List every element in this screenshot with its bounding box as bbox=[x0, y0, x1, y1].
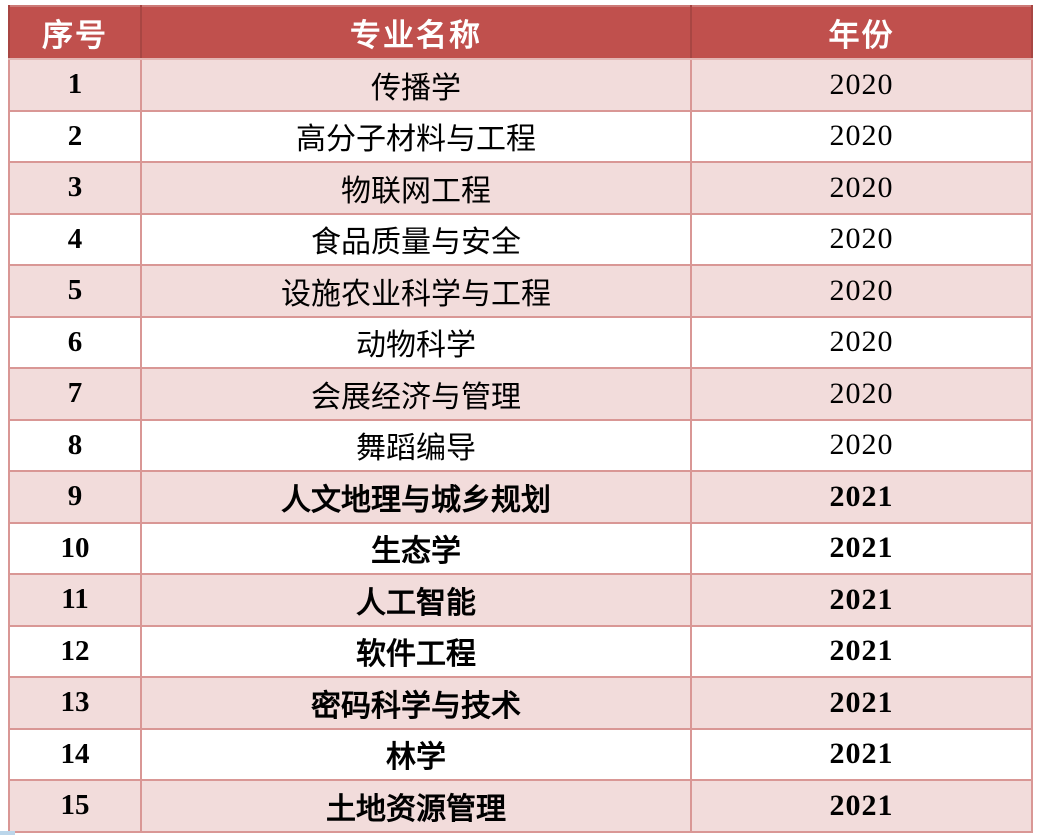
table-row: 13 密码科学与技术 2021 bbox=[8, 676, 1033, 730]
table-row: 9 人文地理与城乡规划 2021 bbox=[8, 470, 1033, 524]
header-cell-major: 专业名称 bbox=[140, 6, 692, 60]
major-name: 密码科学与技术 bbox=[140, 676, 692, 730]
table-row: 3 物联网工程 2020 bbox=[8, 161, 1033, 215]
row-number: 4 bbox=[8, 212, 142, 266]
year-value: 2021 bbox=[690, 676, 1033, 730]
table-row: 5 设施农业科学与工程 2020 bbox=[8, 264, 1033, 318]
major-name: 会展经济与管理 bbox=[140, 367, 692, 421]
table-row: 15 土地资源管理 2021 bbox=[8, 779, 1033, 833]
row-number: 8 bbox=[8, 418, 142, 472]
year-value: 2021 bbox=[690, 727, 1033, 781]
major-name: 软件工程 bbox=[140, 624, 692, 678]
year-value: 2021 bbox=[690, 624, 1033, 678]
table-row: 1 传播学 2020 bbox=[8, 58, 1033, 112]
major-name: 人工智能 bbox=[140, 573, 692, 627]
header-cell-year: 年份 bbox=[690, 6, 1033, 60]
table-row: 14 林学 2021 bbox=[8, 727, 1033, 781]
screen-edge-artifact bbox=[0, 831, 15, 835]
major-name: 生态学 bbox=[140, 521, 692, 575]
row-number: 11 bbox=[8, 573, 142, 627]
row-number: 13 bbox=[8, 676, 142, 730]
major-name: 舞蹈编导 bbox=[140, 418, 692, 472]
major-name: 食品质量与安全 bbox=[140, 212, 692, 266]
major-name: 传播学 bbox=[140, 58, 692, 112]
majors-table: 序号 专业名称 年份 1 传播学 2020 2 高分子材料与工程 2020 3 … bbox=[8, 5, 1033, 833]
year-value: 2021 bbox=[690, 521, 1033, 575]
table-row: 12 软件工程 2021 bbox=[8, 624, 1033, 678]
year-value: 2021 bbox=[690, 470, 1033, 524]
row-number: 15 bbox=[8, 779, 142, 833]
major-name: 人文地理与城乡规划 bbox=[140, 470, 692, 524]
table-row: 10 生态学 2021 bbox=[8, 521, 1033, 575]
row-number: 1 bbox=[8, 58, 142, 112]
major-name: 物联网工程 bbox=[140, 161, 692, 215]
row-number: 10 bbox=[8, 521, 142, 575]
header-row: 序号 专业名称 年份 bbox=[8, 6, 1033, 60]
row-number: 14 bbox=[8, 727, 142, 781]
table-header: 序号 专业名称 年份 bbox=[8, 6, 1033, 60]
table-row: 11 人工智能 2021 bbox=[8, 573, 1033, 627]
table-row: 2 高分子材料与工程 2020 bbox=[8, 109, 1033, 163]
row-number: 6 bbox=[8, 315, 142, 369]
major-name: 高分子材料与工程 bbox=[140, 109, 692, 163]
table-row: 7 会展经济与管理 2020 bbox=[8, 367, 1033, 421]
year-value: 2020 bbox=[690, 161, 1033, 215]
row-number: 7 bbox=[8, 367, 142, 421]
row-number: 12 bbox=[8, 624, 142, 678]
year-value: 2021 bbox=[690, 779, 1033, 833]
table-row: 6 动物科学 2020 bbox=[8, 315, 1033, 369]
year-value: 2020 bbox=[690, 418, 1033, 472]
row-number: 2 bbox=[8, 109, 142, 163]
row-number: 9 bbox=[8, 470, 142, 524]
major-name: 动物科学 bbox=[140, 315, 692, 369]
table-body: 1 传播学 2020 2 高分子材料与工程 2020 3 物联网工程 2020 … bbox=[8, 58, 1033, 833]
row-number: 3 bbox=[8, 161, 142, 215]
year-value: 2020 bbox=[690, 58, 1033, 112]
major-name: 土地资源管理 bbox=[140, 779, 692, 833]
row-number: 5 bbox=[8, 264, 142, 318]
year-value: 2020 bbox=[690, 264, 1033, 318]
table-row: 8 舞蹈编导 2020 bbox=[8, 418, 1033, 472]
major-name: 林学 bbox=[140, 727, 692, 781]
header-cell-no: 序号 bbox=[8, 6, 142, 60]
year-value: 2021 bbox=[690, 573, 1033, 627]
table-row: 4 食品质量与安全 2020 bbox=[8, 212, 1033, 266]
year-value: 2020 bbox=[690, 367, 1033, 421]
major-name: 设施农业科学与工程 bbox=[140, 264, 692, 318]
year-value: 2020 bbox=[690, 212, 1033, 266]
year-value: 2020 bbox=[690, 315, 1033, 369]
year-value: 2020 bbox=[690, 109, 1033, 163]
